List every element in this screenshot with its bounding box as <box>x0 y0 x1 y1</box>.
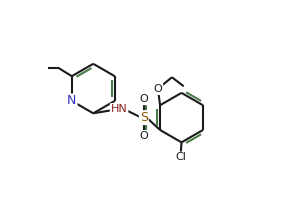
Text: O: O <box>140 131 148 141</box>
Text: O: O <box>154 84 162 94</box>
Text: S: S <box>140 111 148 124</box>
Text: O: O <box>140 94 148 104</box>
Text: N: N <box>67 94 77 107</box>
Text: HN: HN <box>111 104 128 114</box>
Text: Cl: Cl <box>175 152 186 162</box>
